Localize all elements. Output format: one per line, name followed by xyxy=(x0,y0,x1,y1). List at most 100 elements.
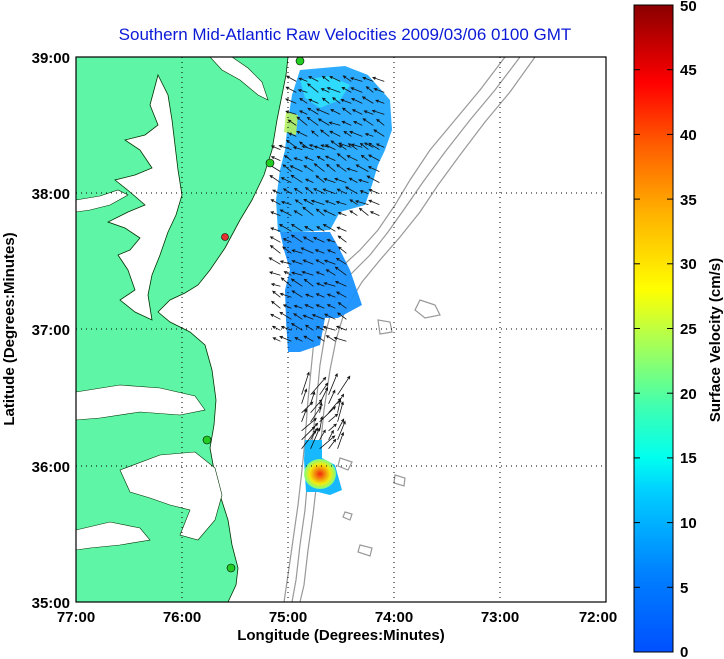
current-vector xyxy=(288,132,297,137)
current-vector xyxy=(340,98,352,104)
current-vector xyxy=(305,293,314,298)
current-vector xyxy=(333,336,347,342)
colorbar-tick-label: 35 xyxy=(680,192,697,209)
current-vector xyxy=(359,142,369,150)
x-tick-label: 75:00 xyxy=(269,609,307,626)
current-vector xyxy=(316,336,325,342)
current-vector xyxy=(367,154,380,161)
current-vector xyxy=(270,211,281,216)
current-vector xyxy=(337,302,347,309)
current-vector xyxy=(303,335,314,342)
current-vector xyxy=(307,107,319,115)
current-vector xyxy=(364,133,374,137)
current-vector xyxy=(337,401,344,422)
current-vector xyxy=(337,312,347,320)
current-vector xyxy=(341,86,352,93)
current-vector xyxy=(303,165,314,172)
current-vector xyxy=(297,89,308,93)
current-vector xyxy=(270,227,281,232)
current-vector xyxy=(301,429,317,450)
current-vector xyxy=(325,269,336,276)
y-axis-label: Latitude (Degrees:Minutes) xyxy=(1,232,18,425)
current-vector xyxy=(306,83,319,93)
current-vector xyxy=(349,210,358,216)
current-vector xyxy=(328,389,336,404)
x-tick-label: 72:00 xyxy=(579,609,617,626)
delaware-bay xyxy=(209,57,269,101)
current-vector xyxy=(293,157,303,161)
velocity-region-north-fast xyxy=(300,76,350,108)
current-vector xyxy=(368,199,380,205)
current-vector xyxy=(301,145,314,150)
current-vector xyxy=(319,435,336,450)
x-tick-labels: 77:00 76:00 75:00 74:00 73:00 72:00 xyxy=(57,609,617,626)
current-vector xyxy=(358,179,369,183)
current-vector xyxy=(317,118,330,126)
current-vector xyxy=(270,283,281,287)
current-vector xyxy=(310,405,322,423)
colorbar-tick-label: 20 xyxy=(680,386,697,403)
current-vector xyxy=(338,142,352,148)
current-vector xyxy=(371,76,385,82)
current-vector xyxy=(298,110,308,115)
chart-title: Southern Mid-Atlantic Raw Velocities 200… xyxy=(119,25,572,44)
current-vector xyxy=(336,153,347,161)
colorbar-tick-label: 5 xyxy=(680,580,688,597)
current-vector xyxy=(337,420,346,440)
current-vector xyxy=(328,372,338,395)
current-vector xyxy=(316,282,325,287)
current-vector xyxy=(280,325,292,331)
colorbar-ticks xyxy=(634,4,673,588)
x-tick-label: 76:00 xyxy=(163,609,201,626)
colorbar-tick-label: 45 xyxy=(680,62,697,79)
current-vector xyxy=(310,376,327,396)
current-vector xyxy=(301,417,317,432)
current-vector xyxy=(282,188,292,194)
current-vector xyxy=(330,109,341,115)
current-vector xyxy=(298,77,308,82)
current-vector xyxy=(301,388,308,404)
current-vector xyxy=(349,130,363,137)
colorbar-tick-label: 50 xyxy=(680,0,697,15)
current-vector xyxy=(330,140,341,148)
current-vector xyxy=(304,324,314,331)
current-vector xyxy=(279,209,292,216)
current-vector xyxy=(337,235,347,243)
current-vector xyxy=(324,200,336,205)
current-vector xyxy=(272,290,281,298)
current-vector xyxy=(346,155,358,161)
current-vector xyxy=(322,223,336,232)
albemarle-sound xyxy=(76,384,206,421)
current-vector xyxy=(291,249,303,254)
potomac-river xyxy=(76,189,129,213)
current-vector xyxy=(279,260,292,265)
current-vector xyxy=(315,271,325,276)
current-vector xyxy=(301,271,314,276)
current-vector xyxy=(302,236,314,243)
current-vector xyxy=(335,200,347,205)
current-vector xyxy=(362,76,374,82)
current-vector xyxy=(326,249,336,254)
current-vector xyxy=(350,98,363,104)
current-vector xyxy=(369,211,380,216)
current-vector xyxy=(315,293,325,298)
current-vector xyxy=(270,156,281,161)
current-vector xyxy=(314,249,325,254)
current-vector xyxy=(337,418,345,431)
current-vector xyxy=(282,238,292,243)
current-vector xyxy=(315,175,325,183)
current-vector xyxy=(301,401,314,414)
current-vector xyxy=(321,75,330,82)
current-vector xyxy=(283,154,292,161)
station-marker xyxy=(265,158,275,168)
current-vector xyxy=(280,177,292,183)
current-vector xyxy=(337,398,342,413)
current-vector xyxy=(328,121,341,126)
current-vector xyxy=(362,118,374,126)
current-vector xyxy=(291,260,303,265)
current-vector xyxy=(351,109,363,115)
current-vector xyxy=(367,166,380,172)
current-vector xyxy=(270,199,281,205)
current-vector xyxy=(306,116,319,126)
current-vector xyxy=(308,76,319,82)
